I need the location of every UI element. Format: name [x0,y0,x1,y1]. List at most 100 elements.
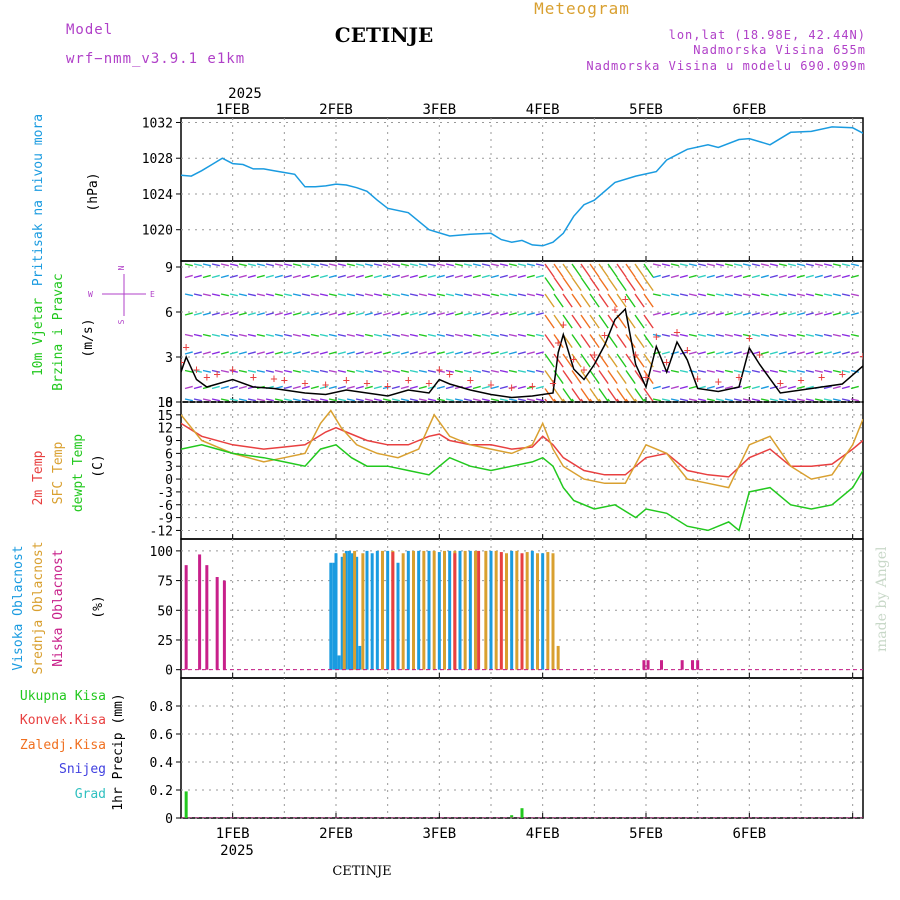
wind-arrow [724,398,733,402]
wind-arrow [553,398,557,402]
clouds-bar [660,660,663,670]
wind-arrow [652,369,661,373]
wind-arrow [499,312,508,316]
temperature-series-2m-temp [181,422,863,478]
wind-arrow [292,263,301,267]
wind-arrow [283,385,292,390]
wind-arrow [346,369,355,373]
wind-arrow [364,333,373,337]
wind-arrow [409,369,418,373]
wind-arrow [283,263,292,267]
wind-arrow [724,274,733,279]
wind-arrow [301,274,310,279]
wind-arrow [454,351,463,355]
wind-arrow [418,398,427,402]
gust-marker: + [384,379,391,393]
wind-arrow [796,312,805,316]
wind-arrow [193,369,202,373]
wind-arrow [706,274,715,279]
wind-arrow [841,351,850,355]
wind-arrow [652,293,661,297]
clouds-bar [463,550,467,670]
wind-arrow [373,263,382,267]
wind-arrow [283,312,292,316]
wind-arrow [301,398,310,402]
gust-marker: + [250,370,257,384]
clouds-bar [474,550,477,670]
wind-arrow [823,398,832,402]
clouds-bar [432,550,436,670]
top-day-label: 3FEB [422,102,456,118]
clouds-bar [215,577,219,670]
wind-arrow [454,398,463,402]
gust-marker: + [715,375,722,389]
wind-arrow [202,398,211,402]
wind-arrow [265,398,274,402]
clouds-bar [340,556,344,670]
precip-legend-0: Ukupna Kisa [20,689,106,704]
wind-arrow [247,351,256,355]
wind-arrow [571,314,582,329]
wind-arrow [589,388,600,402]
wind-arrow [328,398,337,402]
clouds-bar [361,553,365,670]
wind-arrow [823,293,832,297]
wind-arrow [499,385,508,390]
cloud-ylabel-2: Niska Oblacnost [51,549,66,666]
wind-arrow [202,312,211,316]
clouds-bar [680,660,684,670]
wind-arrow [472,398,481,402]
wind-arrow [544,370,555,385]
wind-arrow [841,312,850,316]
wind-arrow [634,277,645,292]
wind-arrow [256,263,265,267]
wind-arrow [400,333,409,337]
bottom-day-label: 1FEB [216,826,250,842]
wind-arrow [454,263,463,267]
wind-arrow [733,274,742,279]
wind-arrow [193,385,202,390]
wind-arrow [265,351,274,355]
wind-arrow [571,293,582,308]
wind-arrow [841,293,850,297]
wind-arrow [850,312,859,316]
gust-marker: + [601,328,608,342]
wind-arrow [517,312,526,316]
wind-arrow [184,333,193,337]
wind-arrow [742,398,751,402]
wind-arrow [553,293,564,308]
wind-arrow [364,398,373,402]
gust-marker: + [735,370,742,384]
wind-arrow [310,312,319,316]
wind-arrow [490,293,499,297]
gust-marker: + [591,348,598,362]
gust-marker: + [549,376,556,390]
wind-arrow [229,312,238,316]
temperature-ytick-label: 18 [157,396,173,411]
clouds-bar [458,550,462,670]
wind-arrow [391,398,400,402]
clouds-bar [477,550,481,670]
wind-arrow [193,312,202,316]
wind-arrow [589,293,600,308]
wind-arrow [634,353,645,368]
wind-arrow [238,263,247,267]
temperature-ytick-label: 3 [165,460,173,475]
wind-arrow [832,351,841,355]
precip-bar [520,808,524,818]
wind-arrow [328,312,337,316]
clouds-bar [489,550,493,670]
wind-arrow [598,334,609,349]
wind-arrow [850,385,859,390]
wind-arrow [400,312,409,316]
wind-arrow [463,333,472,337]
wind-arrow [634,293,645,308]
wind-arrow [193,398,202,402]
clouds-bar [332,562,336,670]
wind-arrow [454,312,463,316]
wind-arrow [229,398,238,402]
gust-marker: + [363,376,370,390]
wind-arrow [292,369,301,373]
wind-arrow [715,312,724,316]
gust-marker: + [467,373,474,387]
